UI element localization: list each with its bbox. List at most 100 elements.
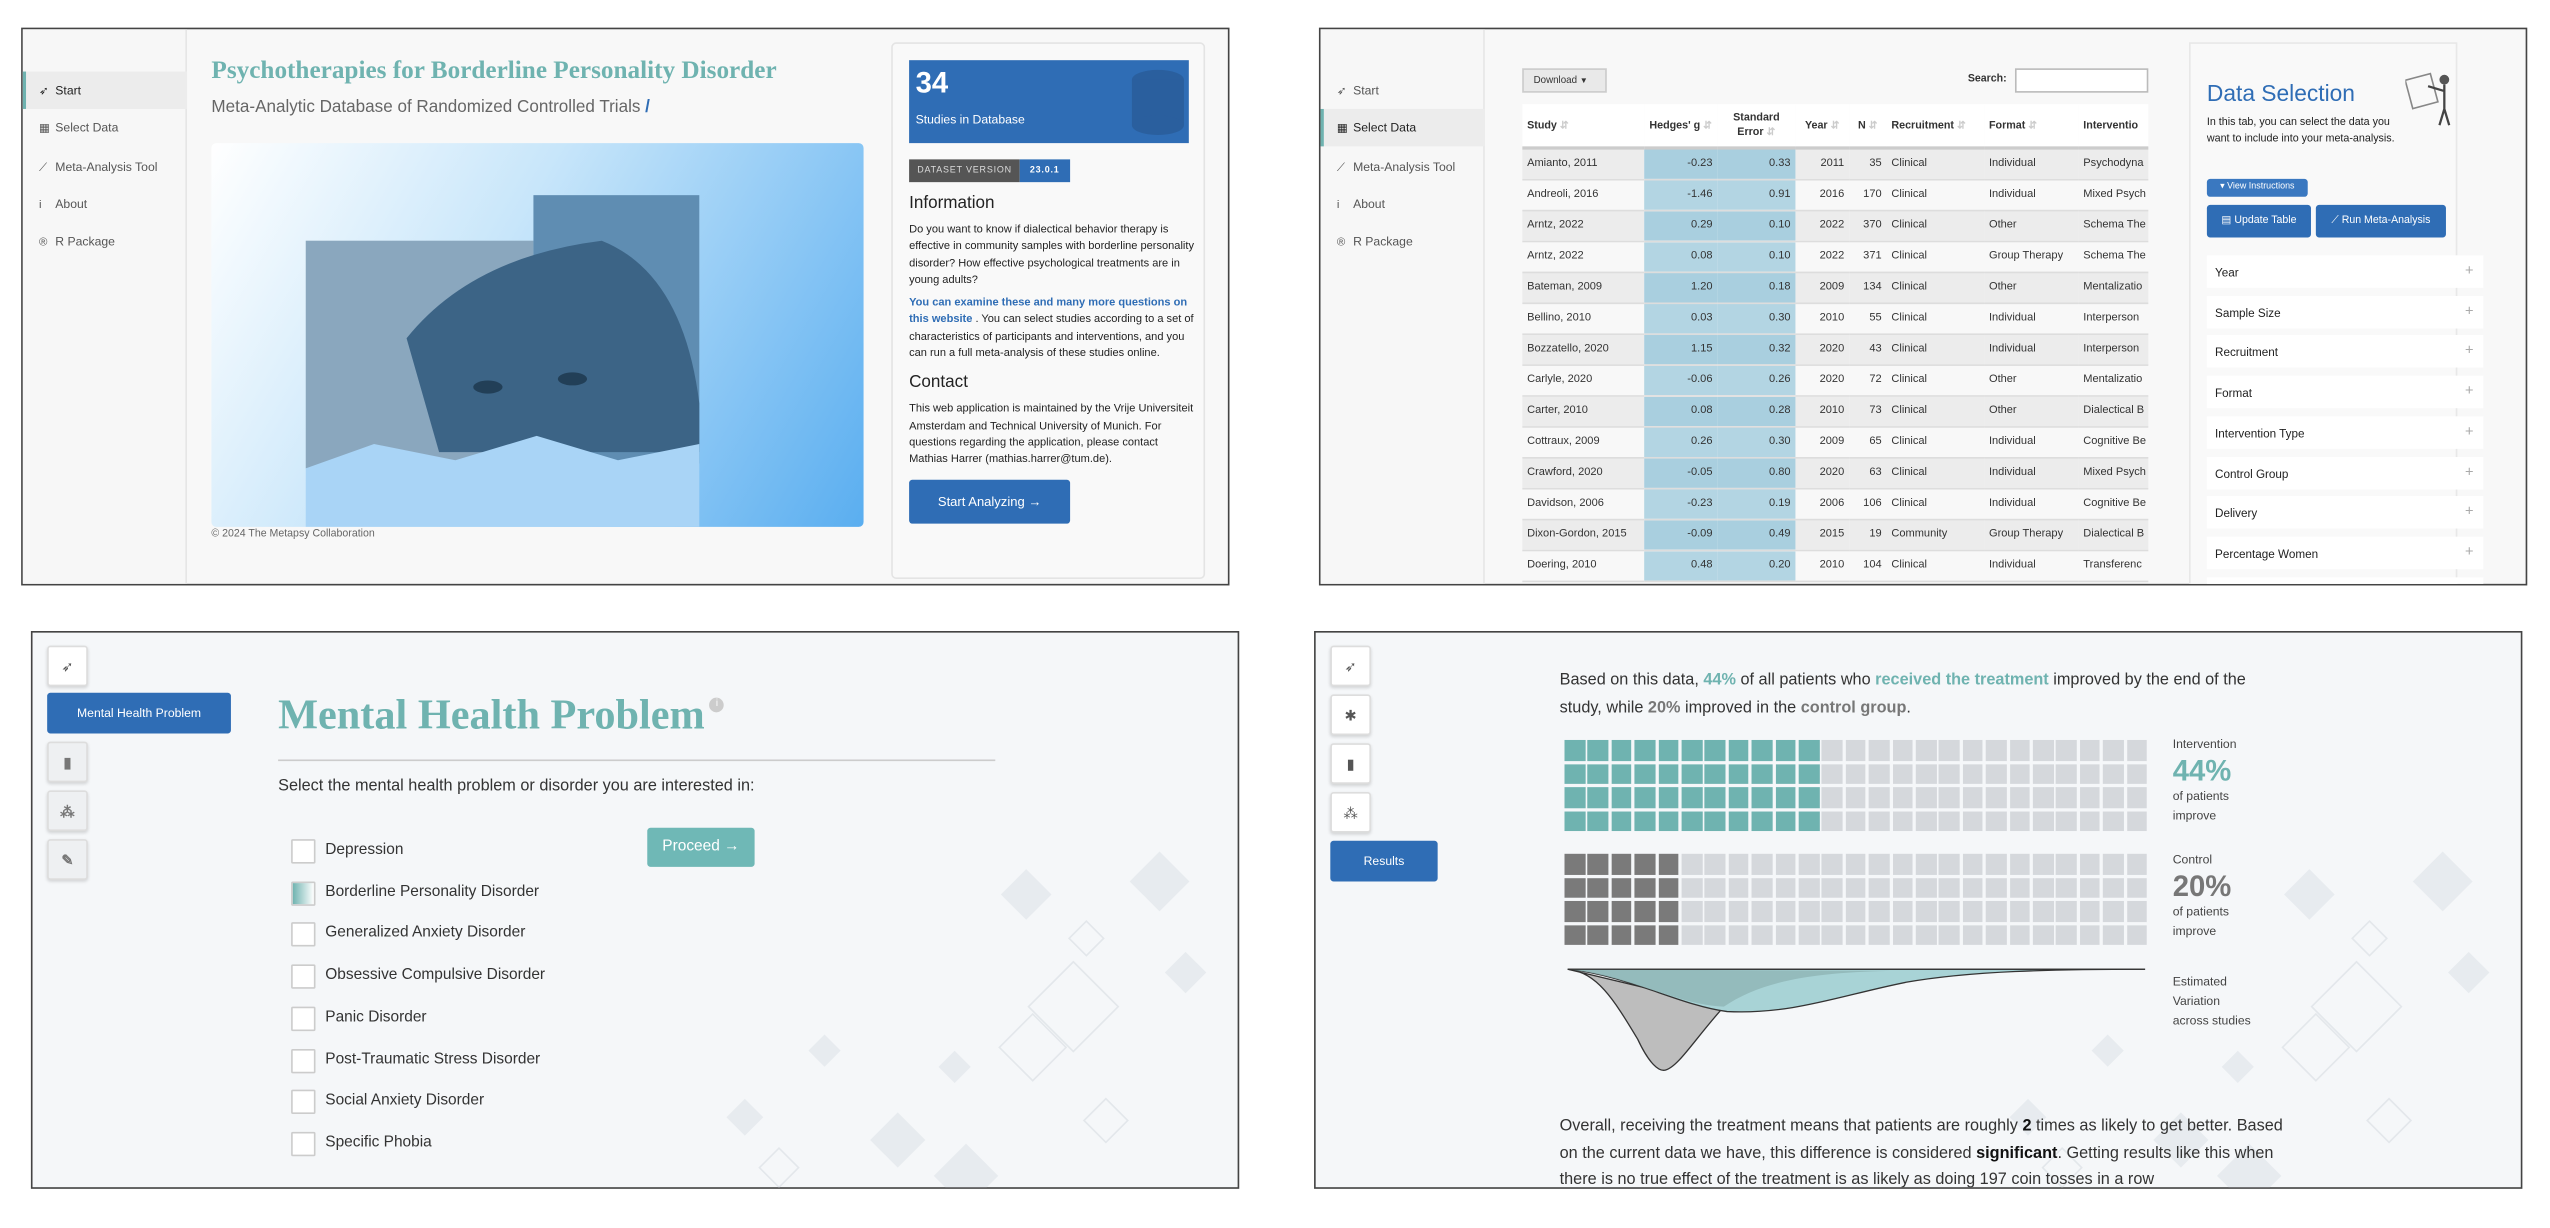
option-label[interactable]: Borderline Personality Disorder bbox=[325, 882, 540, 901]
filled-cell bbox=[1611, 811, 1632, 832]
step-magic-button[interactable]: ✎ bbox=[47, 839, 88, 880]
table-row[interactable]: Bozzatello, 2020 1.15 0.32 2020 43 Clinical In… bbox=[1522, 333, 2149, 366]
table-row[interactable]: Dixon-Gordon, 2015 -0.09 0.49 2015 19 Communi… bbox=[1522, 518, 2149, 551]
table-cell: 134 bbox=[1849, 271, 1887, 304]
empty-cell bbox=[1915, 811, 1937, 832]
table-cell: Arntz, 2022 bbox=[1522, 240, 1645, 273]
option-label[interactable]: Panic Disorder bbox=[325, 1007, 427, 1026]
table-cell: 2020 bbox=[1795, 333, 1850, 366]
option-label[interactable]: Obsessive Compulsive Disorder bbox=[325, 966, 546, 985]
column-header[interactable]: Year ⇵ bbox=[1795, 104, 1850, 150]
sidebar-item-meta-analysis-tool[interactable]: ⟋ Meta-Analysis Tool bbox=[23, 147, 187, 184]
step-results-button[interactable]: Results bbox=[1330, 840, 1438, 882]
column-header[interactable]: Study ⇵ bbox=[1522, 104, 1645, 150]
filter-accordion-delivery[interactable]: Delivery + bbox=[2206, 496, 2484, 529]
table-row[interactable]: Carlyle, 2020 -0.06 0.26 2020 72 Clinical Othe… bbox=[1522, 364, 2149, 397]
option-label[interactable]: Specific Phobia bbox=[325, 1133, 432, 1152]
sidebar-item-select-data[interactable]: ▦ Select Data bbox=[1320, 109, 1485, 147]
column-header[interactable]: N ⇵ bbox=[1849, 104, 1887, 150]
search-input[interactable] bbox=[2014, 68, 2149, 93]
sidebar-item-start[interactable]: ➶ Start bbox=[1321, 72, 1485, 109]
table-row[interactable]: Davidson, 2006 -0.23 0.19 2006 106 Clinical In… bbox=[1522, 487, 2149, 520]
filled-cell bbox=[1658, 811, 1679, 832]
table-row[interactable]: Bellino, 2010 0.03 0.30 2010 55 Clinical Indiv… bbox=[1522, 302, 2149, 335]
step-button-person[interactable]: ✱ bbox=[1330, 694, 1371, 736]
table-cell: Individual bbox=[1984, 333, 2079, 366]
view-instructions-button[interactable]: ▾ View Instructions bbox=[2206, 178, 2308, 197]
filter-accordion-format[interactable]: Format + bbox=[2206, 375, 2484, 409]
download-button[interactable]: Download ▼ bbox=[1522, 68, 1607, 93]
table-row[interactable]: Andreoli, 2016 -1.46 0.91 2016 170 Clinical In… bbox=[1522, 178, 2149, 211]
sidebar-item-r-package[interactable]: ® R Package bbox=[23, 223, 187, 260]
step-mental-health-problem-button[interactable]: Mental Health Problem bbox=[47, 692, 231, 734]
checkbox-post-traumatic-stress-disorder[interactable] bbox=[291, 1048, 316, 1073]
table-row[interactable]: Bateman, 2009 1.20 0.18 2009 134 Clinical Othe… bbox=[1522, 271, 2149, 304]
filter-accordion-year[interactable]: Year + bbox=[2206, 255, 2484, 288]
table-row[interactable]: Arntz, 2022 0.08 0.10 2022 371 Clinical Group … bbox=[1522, 240, 2149, 273]
version-value: 23.0.1 bbox=[1020, 159, 1070, 183]
column-header[interactable]: Interventio bbox=[2078, 104, 2149, 150]
text-segment: received the treatment bbox=[1875, 671, 2049, 690]
table-cell: -0.23 bbox=[1644, 487, 1718, 520]
checkbox-panic-disorder[interactable] bbox=[291, 1006, 316, 1031]
column-header[interactable]: Recruitment ⇵ bbox=[1886, 104, 1985, 150]
option-label[interactable]: Generalized Anxiety Disorder bbox=[325, 924, 526, 943]
sidebar-item-select-data[interactable]: ▦ Select Data bbox=[23, 109, 187, 146]
text-segment: 2 bbox=[2022, 1117, 2032, 1136]
info-icon[interactable]: i bbox=[709, 697, 725, 713]
table-cell: 370 bbox=[1849, 209, 1887, 242]
sidebar-item-about[interactable]: i About bbox=[1321, 185, 1485, 222]
step-group-button[interactable]: ⁂ bbox=[47, 790, 88, 832]
step-button-rocket[interactable]: ➶ bbox=[1330, 645, 1371, 687]
checkbox-specific-phobia[interactable] bbox=[291, 1131, 316, 1157]
table-cell: 0.26 bbox=[1644, 426, 1718, 458]
table-row[interactable]: Doering, 2010 0.48 0.20 2010 104 Clinical Indi… bbox=[1522, 549, 2149, 582]
empty-cell bbox=[1704, 901, 1726, 922]
sidebar-item-start[interactable]: ➶ Start bbox=[22, 71, 188, 109]
checkbox-obsessive-compulsive-disorder[interactable] bbox=[291, 964, 316, 989]
update-table-button[interactable]: ▤ Update Table bbox=[2206, 204, 2311, 238]
checkbox-borderline-personality-disorder[interactable] bbox=[291, 880, 316, 906]
step-button-clipboard[interactable]: ▮ bbox=[1330, 743, 1371, 784]
option-label[interactable]: Social Anxiety Disorder bbox=[325, 1091, 485, 1110]
table-cell: 170 bbox=[1849, 178, 1887, 211]
table-row[interactable]: Crawford, 2020 -0.05 0.80 2020 63 Clinical Ind… bbox=[1522, 456, 2149, 489]
step-title-row: Mental Health Problem i bbox=[278, 691, 725, 740]
step-clipboard-button[interactable]: ▮ bbox=[47, 741, 88, 783]
table-row[interactable]: Arntz, 2022 0.29 0.10 2022 370 Clinical Other S… bbox=[1522, 209, 2149, 242]
column-header[interactable]: Format ⇵ bbox=[1984, 104, 2079, 150]
table-cell: Clinical bbox=[1886, 364, 1985, 397]
table-cell: Clinical bbox=[1886, 456, 1985, 489]
start-analyzing-button[interactable]: Start Analyzing → bbox=[909, 479, 1071, 523]
step-start-button[interactable]: ➶ bbox=[47, 645, 88, 687]
filled-cell bbox=[1587, 925, 1609, 946]
sidebar-item-r-package[interactable]: ® R Package bbox=[1321, 223, 1485, 260]
option-label[interactable]: Post-Traumatic Stress Disorder bbox=[325, 1049, 541, 1068]
run-meta-analysis-button[interactable]: ⟋ Run Meta-Analysis bbox=[2315, 204, 2446, 238]
table-cell: Interperson bbox=[2078, 302, 2149, 335]
proceed-button[interactable]: Proceed → bbox=[647, 827, 755, 867]
step-button-group[interactable]: ⁂ bbox=[1330, 792, 1371, 833]
empty-cell bbox=[2079, 901, 2101, 922]
filter-accordion-sample-size[interactable]: Sample Size + bbox=[2206, 295, 2484, 329]
text-segment: control group bbox=[1800, 698, 1907, 717]
website-link[interactable]: You can examine these and many more ques… bbox=[909, 297, 1188, 327]
table-row[interactable]: Carter, 2010 0.08 0.28 2010 73 Clinical Other D… bbox=[1522, 395, 2149, 427]
sidebar-item-meta-analysis-tool[interactable]: ⟋ Meta-Analysis Tool bbox=[1321, 147, 1485, 184]
column-header[interactable]: Hedges' g ⇵ bbox=[1644, 104, 1718, 150]
option-label[interactable]: Depression bbox=[325, 840, 404, 859]
filter-accordion-intervention-type[interactable]: Intervention Type + bbox=[2206, 416, 2484, 449]
filter-accordion-percentage-women[interactable]: Percentage Women + bbox=[2206, 536, 2484, 570]
sidebar-item-about[interactable]: i About bbox=[23, 185, 187, 222]
filter-accordion-recruitment[interactable]: Recruitment + bbox=[2206, 335, 2484, 369]
dataset-version-badge: DATASET VERSION 23.0.1 bbox=[909, 159, 1070, 183]
column-header[interactable]: Standard Error ⇵ bbox=[1717, 104, 1796, 150]
checkbox-social-anxiety-disorder[interactable] bbox=[291, 1089, 316, 1115]
filter-accordion-control-group[interactable]: Control Group + bbox=[2206, 456, 2484, 489]
table-row[interactable]: Cottraux, 2009 0.26 0.30 2009 65 Clinical Indi… bbox=[1522, 426, 2149, 458]
table-cell: Carlyle, 2020 bbox=[1522, 364, 1645, 397]
filter-accordion-more[interactable] bbox=[2206, 576, 2484, 584]
checkbox-generalized-anxiety-disorder[interactable] bbox=[291, 922, 316, 948]
table-row[interactable]: Amianto, 2011 -0.23 0.33 2011 35 Clinical Indi… bbox=[1522, 147, 2149, 180]
checkbox-depression[interactable] bbox=[291, 839, 316, 864]
